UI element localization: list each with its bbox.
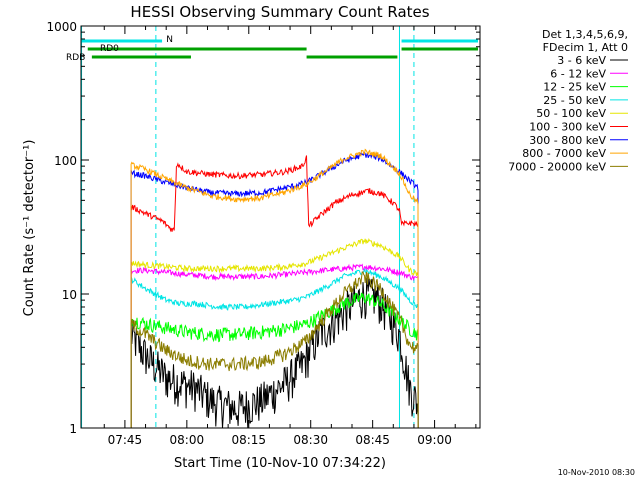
- legend-entry-label: 3 - 6 keV: [557, 54, 606, 67]
- flag-label: RDB: [66, 53, 85, 63]
- legend: Det 1,3,4,5,6,9,FDecim 1, Att 03 - 6 keV…: [508, 28, 628, 173]
- y-tick-label: 100: [54, 154, 77, 168]
- x-tick-label: 08:00: [170, 433, 205, 447]
- plot-area: N RD0 RDB: [66, 26, 481, 429]
- x-tick-label: 08:45: [355, 433, 390, 447]
- flag-label: RD0: [100, 44, 119, 54]
- x-tick-label: 09:00: [417, 433, 452, 447]
- legend-header: FDecim 1, Att 0: [543, 41, 628, 54]
- series-line-2: [130, 292, 419, 429]
- y-tick-label: 1000: [46, 20, 77, 34]
- plot-frame: [80, 25, 481, 429]
- legend-entry-label: 7000 - 20000 keV: [508, 160, 606, 173]
- legend-entry-label: 50 - 100 keV: [536, 107, 606, 120]
- legend-entry-label: 12 - 25 keV: [543, 81, 606, 94]
- series-line-7: [130, 148, 419, 429]
- legend-entry-label: 100 - 300 keV: [529, 121, 606, 134]
- x-tick-label: 08:30: [293, 433, 328, 447]
- legend-entry-label: 800 - 7000 keV: [522, 147, 606, 160]
- y-tick-label: 10: [62, 288, 77, 302]
- legend-entry-label: 300 - 800 keV: [529, 134, 606, 147]
- series-line-1: [130, 263, 419, 429]
- legend-entry-label: 25 - 50 keV: [543, 94, 606, 107]
- y-axis-label: Count Rate (s⁻¹ detector⁻¹): [22, 140, 37, 317]
- timestamp: 10-Nov-2010 08:30: [558, 468, 635, 477]
- series-line-4: [130, 237, 419, 429]
- series-line-8: [130, 271, 419, 429]
- axes: 1 10 100 1000 07:45 08:00 08:15 08:30 08:45 09:00: [46, 20, 480, 447]
- y-tick-label: 1: [69, 422, 77, 436]
- flag-label: N: [166, 35, 173, 45]
- x-tick-label: 08:15: [231, 433, 266, 447]
- chart-title: HESSI Observing Summary Count Rates: [130, 3, 429, 21]
- series-line-5: [130, 155, 419, 429]
- legend-header: Det 1,3,4,5,6,9,: [542, 28, 628, 41]
- x-tick-label: 07:45: [108, 433, 143, 447]
- series-line-3: [130, 267, 419, 429]
- legend-entry-label: 6 - 12 keV: [550, 67, 606, 80]
- x-axis-label: Start Time (10-Nov-10 07:34:22): [174, 456, 386, 471]
